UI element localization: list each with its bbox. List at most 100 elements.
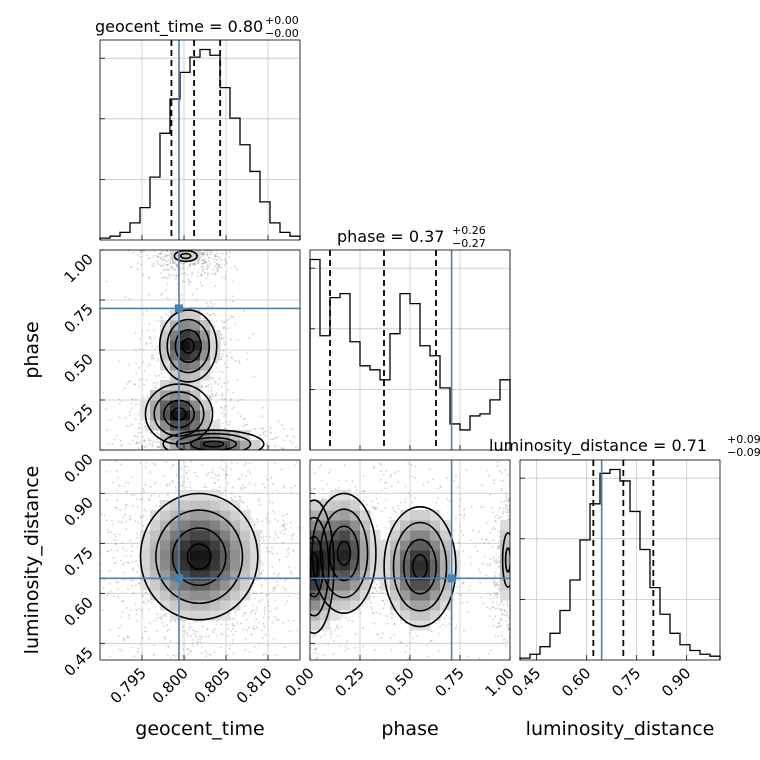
sample-point [495,520,497,523]
sample-point [148,600,150,603]
sample-point [186,273,188,276]
sample-point [186,267,189,269]
x-tick-label: 0.800 [149,664,192,707]
density-cell [170,530,181,541]
sample-point [190,650,193,653]
sample-point [220,393,223,395]
sample-point [214,628,216,630]
sample-point [313,634,316,636]
sample-point [386,622,389,625]
sample-point [223,343,226,346]
density-cell [200,590,211,601]
density-cell [140,400,151,411]
sample-point [328,471,330,474]
sample-point [265,518,268,521]
sample-point [156,359,159,362]
sample-point [205,267,208,270]
sample-point [214,314,217,317]
sample-point [197,262,199,265]
sample-point [142,594,145,597]
sample-point [137,366,140,369]
density-cell [200,490,211,501]
sample-point [223,326,225,328]
sample-point [254,492,257,495]
sample-point [489,593,492,596]
sample-point [175,274,178,277]
sample-point [201,646,203,648]
sample-point [148,257,150,260]
density-cell [210,510,221,521]
sample-point [126,587,129,590]
sample-point [507,499,510,501]
title-geocent-time-minus: −0.00 [265,27,299,40]
sample-point [248,462,251,465]
sample-point [505,496,508,499]
sample-point [181,629,184,632]
sample-point [201,262,204,265]
sample-point [160,253,163,255]
sample-point [143,250,146,253]
sample-point [182,643,185,645]
sample-point [153,265,156,268]
sample-point [209,396,212,398]
sample-point [316,657,319,659]
sample-point [238,495,241,498]
sample-point [121,563,124,566]
sample-point [350,497,352,500]
sample-point [246,505,249,508]
sample-point [181,272,183,275]
sample-point [452,529,455,532]
sample-point [209,263,211,265]
density-cell [380,570,391,581]
sample-point [164,635,167,638]
sample-point [288,595,290,597]
sample-point [438,632,441,635]
density-cell [360,550,371,561]
sample-point [180,484,183,487]
sample-point [113,533,116,536]
sample-point [507,518,509,521]
sample-point [232,406,235,409]
sample-point [121,600,123,603]
density-cell [160,340,171,351]
y-tick-label: 0.90 [60,493,96,529]
sample-point [255,592,258,595]
sample-point [273,444,276,447]
density-cell [200,350,211,361]
sample-point [236,379,239,382]
density-cell [160,410,171,421]
density-cell [190,510,201,521]
y-tick-label: 0.45 [60,643,96,679]
density-cell [360,580,371,591]
sample-point [166,250,169,253]
sample-point [146,309,149,312]
sample-point [206,302,209,304]
sample-point [230,315,233,318]
sample-point [148,294,151,296]
density-cell [220,520,231,531]
sample-point [335,488,337,491]
sample-point [314,472,316,474]
sample-point [262,569,264,572]
sample-point [370,606,373,608]
sample-point [435,622,438,625]
sample-point [139,338,142,340]
sample-point [108,570,111,572]
sample-point [114,460,117,463]
title-phase-main: phase = [337,227,409,246]
sample-point [137,432,140,434]
sample-point [159,253,162,255]
density-cell [410,590,421,601]
sample-point [373,581,376,584]
sample-point [479,572,482,574]
sample-point [276,553,278,555]
density-cell [180,350,191,361]
density-cell [160,420,171,431]
title-geocent-time-median: 0.80 [228,17,264,36]
sample-point [204,650,207,652]
density-cell [180,340,191,351]
sample-point [223,427,226,430]
sample-point [493,482,496,485]
sample-point [148,337,151,339]
